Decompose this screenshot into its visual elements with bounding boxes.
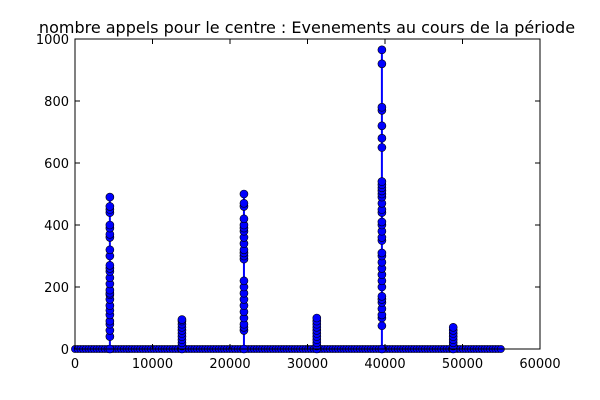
x-tick-label: 20000	[209, 357, 250, 372]
data-point	[377, 133, 387, 143]
series-group	[71, 45, 505, 354]
x-tick-label: 0	[71, 357, 79, 372]
data-point	[377, 217, 387, 227]
data-point	[105, 245, 115, 255]
axes: 0 10000 20000 30000 40000 50000 60000 0 200 400 60…	[36, 33, 561, 372]
y-tick-label: 400	[44, 219, 69, 234]
data-point	[105, 260, 115, 270]
y-tick-label: 600	[44, 157, 69, 172]
data-point	[377, 45, 387, 55]
data-point	[377, 121, 387, 131]
data-point	[377, 102, 387, 112]
x-tick-label: 50000	[442, 357, 483, 372]
data-point	[377, 291, 387, 301]
x-tick-label: 30000	[287, 357, 328, 372]
data-point	[377, 143, 387, 152]
data-point	[177, 315, 187, 324]
data-point	[105, 220, 115, 230]
data-point	[377, 248, 387, 258]
data-point	[312, 313, 322, 323]
data-point	[377, 321, 387, 331]
data-point	[239, 276, 249, 286]
data-point	[448, 322, 458, 332]
axes-frame	[74, 38, 541, 350]
y-tick-label: 1000	[36, 33, 69, 48]
data-point	[105, 202, 115, 211]
y-tick-label: 0	[61, 343, 69, 358]
plot-area	[71, 45, 505, 354]
y-tick-label: 200	[44, 281, 69, 296]
data-point	[239, 214, 249, 224]
data-point	[377, 177, 387, 186]
chart-title: nombre appels pour le centre : Evenement…	[39, 18, 575, 37]
data-point	[239, 199, 249, 208]
data-point	[377, 59, 387, 69]
data-point	[239, 189, 249, 199]
y-tick-label: 800	[44, 95, 69, 110]
x-tick-label: 40000	[364, 357, 405, 372]
data-point	[105, 192, 115, 202]
x-tick-label: 10000	[132, 357, 173, 372]
x-tick-label: 60000	[519, 357, 560, 372]
